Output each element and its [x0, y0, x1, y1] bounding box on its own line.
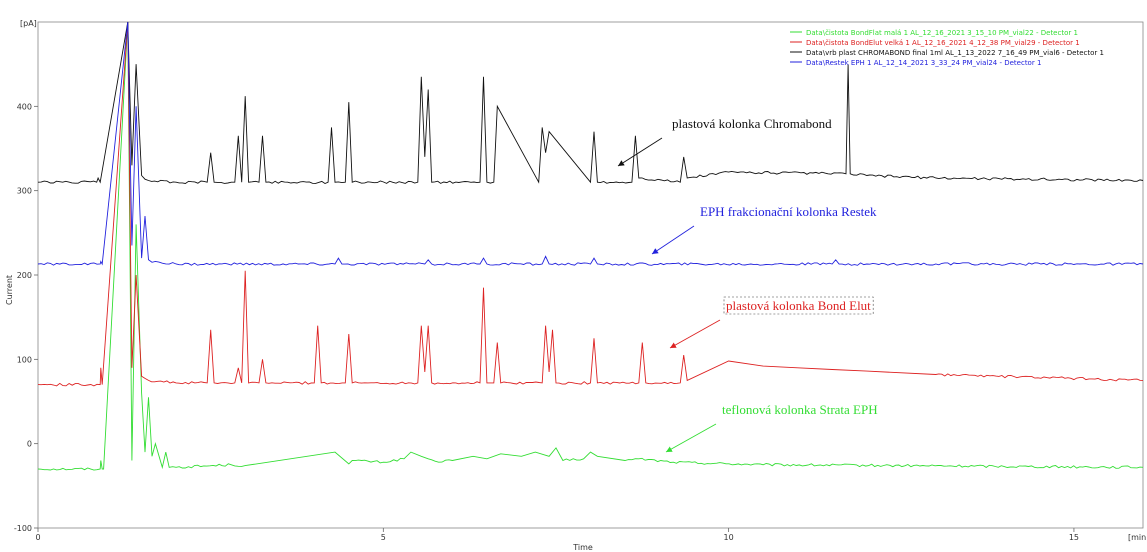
- y-axis-unit: [pA]: [20, 19, 37, 28]
- series-line-1: [37, 21, 1144, 387]
- series-line-0: [37, 21, 1144, 471]
- y-axis-label: Current: [5, 275, 14, 305]
- legend-entry: Data\vrb plast CHROMABOND final 1ml AL_1…: [806, 49, 1104, 57]
- x-tick-label: 5: [381, 533, 386, 542]
- series-line-3: [37, 21, 1144, 266]
- annotation-box: [723, 296, 874, 315]
- annotation-label: plastová kolonka Bond Elut: [726, 298, 871, 313]
- x-tick-label: 0: [35, 533, 40, 542]
- y-tick-label: 400: [17, 102, 32, 111]
- annotation-arrow: [617, 137, 663, 167]
- annotation-label: EPH frakcionační kolonka Restek: [700, 204, 877, 219]
- x-axis-label: Time: [572, 543, 593, 552]
- annotation-arrow: [665, 423, 717, 453]
- y-tick-label: -100: [14, 524, 32, 533]
- annotation-label: teflonová kolonka Strata EPH: [722, 402, 878, 417]
- annotation-arrow: [669, 319, 721, 349]
- x-tick-label: 15: [1069, 533, 1079, 542]
- y-tick-label: 0: [27, 440, 32, 449]
- legend-entry: Data\čistota BondFlat malá 1 AL_12_16_20…: [806, 29, 1078, 37]
- y-tick-label: 100: [17, 355, 32, 364]
- legend-entry: Data\čistota BondElut velká 1 AL_12_16_2…: [806, 39, 1080, 47]
- y-tick-label: 300: [17, 187, 32, 196]
- x-tick-label: 10: [724, 533, 734, 542]
- annotation-label: plastová kolonka Chromabond: [672, 116, 832, 131]
- x-axis-unit: [min]: [1128, 533, 1147, 542]
- series-line-2: [37, 21, 1144, 185]
- plot-area: [37, 21, 1144, 529]
- annotation-arrow: [651, 225, 695, 255]
- legend-entry: Data\Restek EPH 1 AL_12_14_2021 3_33_24 …: [806, 59, 1041, 67]
- y-tick-label: 200: [17, 271, 32, 280]
